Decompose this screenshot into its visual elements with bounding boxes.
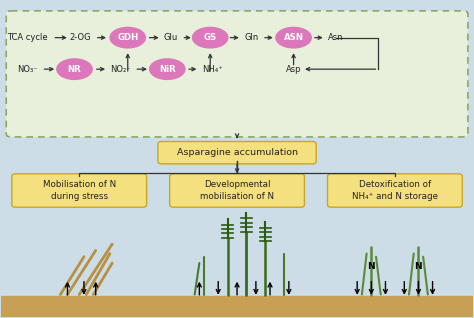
Text: Asparagine accumulation: Asparagine accumulation	[176, 148, 298, 157]
Text: Asn: Asn	[328, 33, 344, 42]
Text: Gln: Gln	[244, 33, 258, 42]
FancyBboxPatch shape	[158, 142, 316, 164]
Text: NO₂⁻: NO₂⁻	[110, 65, 130, 74]
Text: N: N	[367, 262, 375, 271]
Text: NH₄⁺: NH₄⁺	[202, 65, 223, 74]
Text: NO₃⁻: NO₃⁻	[17, 65, 38, 74]
FancyBboxPatch shape	[12, 174, 146, 207]
Text: 2-OG: 2-OG	[70, 33, 91, 42]
Text: Developmental
mobilisation of N: Developmental mobilisation of N	[200, 181, 274, 201]
Text: Asp: Asp	[286, 65, 301, 74]
Text: Detoxification of
NH₄⁺ and N storage: Detoxification of NH₄⁺ and N storage	[352, 181, 438, 201]
Bar	[1, 296, 473, 317]
Text: NiR: NiR	[159, 65, 176, 74]
Text: GS: GS	[203, 33, 217, 42]
Text: Glu: Glu	[164, 33, 178, 42]
Text: ASN: ASN	[283, 33, 303, 42]
Text: TCA cycle: TCA cycle	[7, 33, 48, 42]
Text: Mobilisation of N
during stress: Mobilisation of N during stress	[43, 181, 116, 201]
Ellipse shape	[150, 59, 185, 80]
FancyBboxPatch shape	[6, 11, 468, 137]
Ellipse shape	[57, 59, 92, 80]
Ellipse shape	[276, 27, 311, 48]
Text: NR: NR	[68, 65, 82, 74]
Text: GDH: GDH	[117, 33, 138, 42]
Text: N: N	[415, 262, 422, 271]
Ellipse shape	[192, 27, 228, 48]
FancyBboxPatch shape	[170, 174, 304, 207]
Ellipse shape	[110, 27, 146, 48]
FancyBboxPatch shape	[328, 174, 462, 207]
